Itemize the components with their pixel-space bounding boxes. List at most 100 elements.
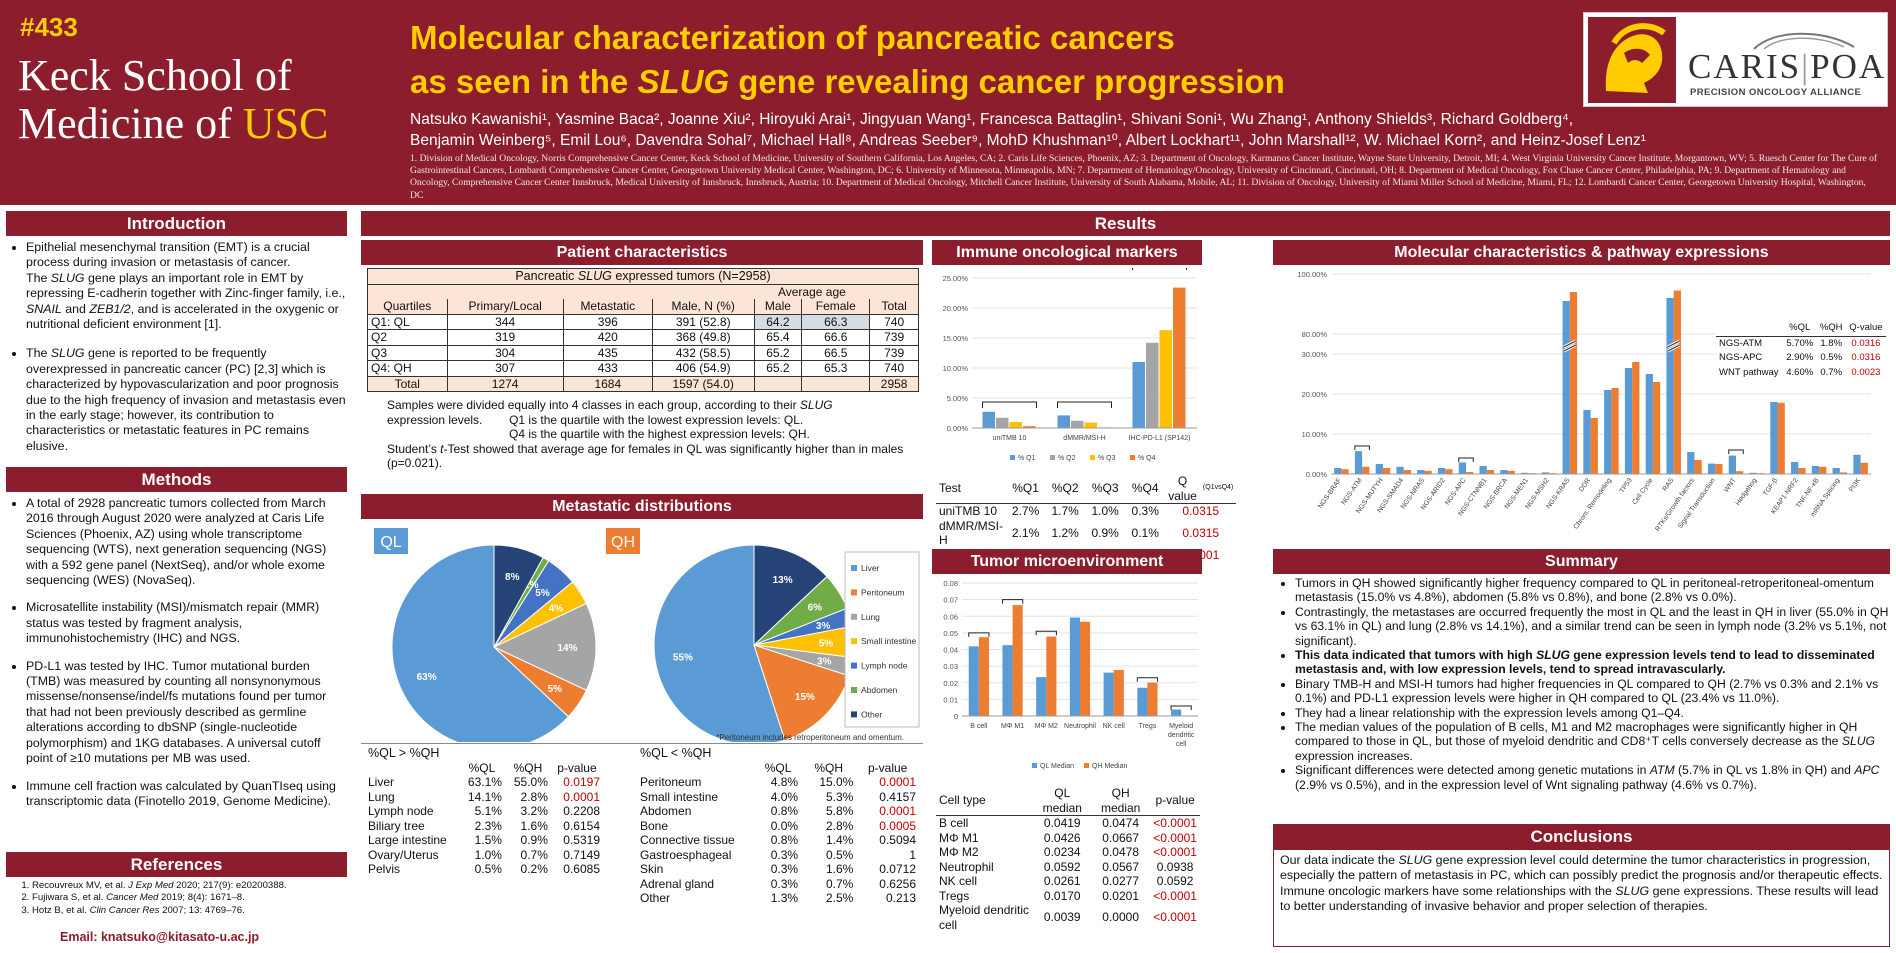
- table-cell: 740: [869, 314, 919, 330]
- table-header: p-value: [867, 760, 908, 775]
- results-heading: Results: [361, 211, 1890, 236]
- bar: [1521, 472, 1529, 474]
- table-cell: WNT pathway: [1719, 366, 1779, 378]
- bar: [1424, 470, 1432, 474]
- bar: [1728, 455, 1736, 474]
- text: Recouvreux MV, et al.: [32, 880, 129, 891]
- table-cell: 0.0001: [879, 775, 916, 789]
- x-tick-label: dMMR/MSI-H: [1063, 435, 1105, 442]
- patient-notes: Samples were divided equally into 4 clas…: [367, 398, 919, 471]
- y-tick-label: 0.04: [943, 646, 958, 655]
- table-cell: Skin: [640, 862, 664, 876]
- bar: [1341, 469, 1349, 474]
- text: 2020; 217(9): e20200388.: [173, 880, 287, 891]
- table-cell: Ovary/Uterus: [368, 847, 439, 862]
- x-tick-label: Neutrophil: [1064, 723, 1096, 730]
- text: POA: [1810, 47, 1887, 86]
- reference-item: Recouvreux MV, et al. J Exp Med 2020; 21…: [32, 880, 347, 892]
- table-cell: 0.0000: [1102, 910, 1139, 925]
- table-header: %Q2: [1045, 474, 1086, 504]
- table-row: Skin 0.3% 1.6% 0.0712: [637, 862, 919, 877]
- table-cell: NGS-APC: [1719, 352, 1763, 363]
- bar: [982, 411, 995, 428]
- table-cell: Q4: QH: [367, 360, 448, 377]
- method-item: Microsatellite instability (MSI)/mismatc…: [26, 600, 347, 646]
- y-tick-label: 80.00%: [1302, 330, 1328, 339]
- table-cell: 2.8%: [825, 818, 854, 833]
- ql-pie: 63%5%14%4%5%1%8%QL: [374, 528, 597, 742]
- x-tick-label: PI3K: [1848, 477, 1862, 493]
- text: J Exp Med: [128, 880, 174, 891]
- text: Student’s: [387, 441, 441, 456]
- table-row: Small intestine 4.0% 5.3% 0.4157: [637, 790, 919, 805]
- tme-legend: QL Median QH Median: [1032, 763, 1128, 770]
- legend-swatch: [1032, 763, 1037, 768]
- table-header: QH median: [1091, 786, 1151, 816]
- legend-entry: % Q1: [1018, 455, 1036, 462]
- bar: [1770, 402, 1778, 474]
- text: SLUG: [1841, 734, 1876, 749]
- immune-legend: % Q1 % Q2 % Q3 % Q4: [1010, 455, 1156, 462]
- table-cell: dMMR/MSI-H: [939, 518, 1003, 548]
- table-row: Adrenal gland 0.3% 0.7% 0.6256: [637, 877, 919, 892]
- bar: [1023, 426, 1036, 428]
- conclusions-text: Our data indicate the SLUG gene expressi…: [1273, 849, 1890, 947]
- table-row: Abdomen 0.8% 5.8% 0.0001: [637, 804, 919, 819]
- table-cell: 1597 (54.0): [651, 376, 755, 392]
- table-cell: 2.1%: [1011, 525, 1040, 540]
- bar: [1673, 290, 1681, 474]
- table-cell: Peritoneum: [640, 775, 702, 789]
- x-tick-label: cell: [1176, 741, 1187, 748]
- x-tick-label: RAS: [1662, 477, 1676, 493]
- y-tick-label: 20.00%: [1302, 390, 1328, 399]
- table-header: %QL: [764, 760, 792, 775]
- bar: [1009, 422, 1022, 428]
- text: Benjamin Weinberg⁵, Emil Lou⁶, Davendra …: [410, 132, 1646, 149]
- table-row: Myeloid dendritic cell 0.0039 0.0000 <0.000…: [936, 903, 1200, 932]
- table-cell: 739: [869, 345, 919, 361]
- table-cell: [801, 376, 870, 392]
- text: 2007; 13: 4769–76.: [159, 904, 245, 916]
- table-cell: Bone: [640, 818, 669, 833]
- table-cell: 0.0667: [1102, 830, 1139, 845]
- text: PRECISION ONCOLOGY ALLIANCE: [1690, 87, 1862, 98]
- table-cell: 304: [446, 345, 564, 361]
- bar: [1466, 472, 1474, 474]
- table-cell: 0.0001: [879, 804, 916, 818]
- bar: [1113, 669, 1124, 716]
- table-cell: NK cell: [939, 874, 978, 888]
- table-header: Cell type: [936, 786, 1034, 816]
- table-cell: Q3: [367, 345, 448, 361]
- table-cell: 0.5094: [879, 833, 916, 847]
- method-item: PD-L1 was tested by IHC. Tumor mutationa…: [26, 659, 347, 767]
- text: (2.9% vs 0.5%), and in the expression le…: [1295, 777, 1758, 792]
- bar: [1147, 682, 1158, 716]
- bar: [1798, 468, 1806, 474]
- x-tick-label: IHC-PD-L1 (SP142): [1129, 435, 1191, 442]
- bar: [1084, 422, 1097, 428]
- text: Clin Cancer Res: [89, 904, 160, 916]
- table-cell: 0.0419: [1043, 816, 1081, 830]
- table-row: Bone 0.0% 2.8% 0.0005: [637, 819, 919, 834]
- y-tick-label: 30.00%: [1302, 350, 1328, 359]
- pie-footnote: *Peritoneum includes retroperitoneum and…: [716, 733, 904, 742]
- molecular-plot: 0.00% 10.00% 20.00% 30.00% 80.00% 100.00% NGS-…: [1297, 270, 1871, 533]
- table-cell: 5.8%: [825, 804, 854, 818]
- text: gene expressions. These results will lea…: [1280, 883, 1879, 914]
- contact-email[interactable]: Email: knatsuko@kitasato-u.ac.jp: [60, 930, 260, 944]
- table-cell: MΦ M2: [939, 845, 979, 859]
- table-cell: 2.7%: [1011, 504, 1040, 518]
- x-tick-label: NGS-BRAF: [1317, 477, 1343, 510]
- table-cell: NGS-ATM: [1719, 337, 1763, 349]
- text: SLUG: [577, 269, 612, 283]
- table-cell: 420: [562, 329, 653, 346]
- text: Binary TMB-H and MSI-H tumors had higher…: [1295, 677, 1890, 706]
- tme-bar-chart: 0 0.01 0.02 0.03 0.04 0.05 0.06 0.07 0.08 B cell M…: [943, 579, 1198, 770]
- table-cell: 4.0%: [770, 789, 799, 804]
- bar: [1132, 362, 1145, 428]
- table-cell: 0.0592: [1043, 859, 1081, 874]
- table-cell: 1.3%: [770, 891, 799, 905]
- legend-entry: Lung: [861, 612, 880, 622]
- pie-slice: [653, 544, 786, 742]
- table-cell: 0.0316: [1851, 337, 1881, 349]
